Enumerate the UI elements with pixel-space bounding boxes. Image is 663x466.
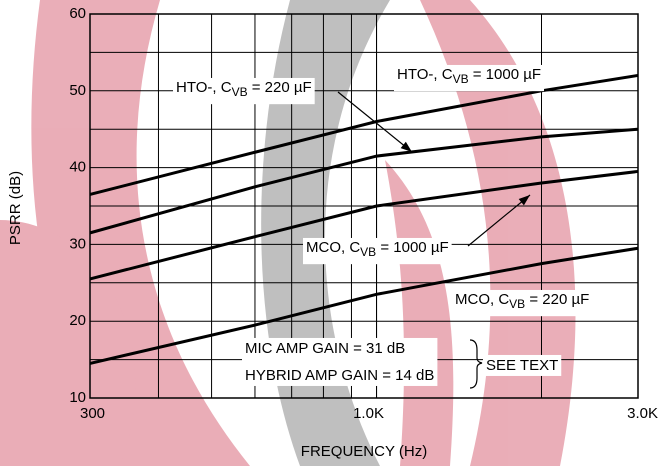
y-tick-label: 50 — [69, 82, 86, 99]
label-sub: VB — [360, 245, 376, 259]
y-tick-label: 60 — [69, 5, 86, 22]
label-text: MCO, C — [455, 291, 509, 308]
x-tick-label: 300 — [80, 405, 105, 422]
label-bg — [303, 237, 452, 265]
y-tick-label: 40 — [69, 159, 86, 176]
line — [89, 246, 639, 365]
note: HYBRID AMP GAIN = 14 dB — [245, 367, 434, 384]
y-tick-label: 10 — [69, 389, 86, 406]
series-label: HTO-, CVB = 220 µF — [176, 79, 312, 99]
label-rest: = 220 µF — [525, 291, 589, 308]
x-axis-label: FREQUENCY (Hz) — [301, 443, 427, 460]
label-bg — [483, 354, 562, 376]
arrow — [467, 194, 531, 247]
label-sub: VB — [509, 297, 525, 311]
series-label: HTO-, CVB = 1000 µF — [397, 66, 541, 86]
label-bg — [242, 337, 438, 386]
y-axis-label: PSRR (dB) — [7, 171, 24, 245]
brace — [469, 339, 483, 389]
x-tick-label: 3.0K — [627, 405, 658, 422]
line — [89, 73, 639, 196]
line — [89, 169, 639, 281]
label-text: HTO-, C — [176, 79, 232, 96]
y-tick-label: 30 — [69, 235, 86, 252]
label-rest: = 1000 µF — [376, 239, 448, 256]
label-rest: = 1000 µF — [469, 66, 541, 83]
arrow-head — [518, 195, 530, 206]
arrow — [337, 91, 413, 153]
arrow-head — [400, 141, 412, 152]
label-sub: VB — [453, 72, 469, 86]
series-label: MCO, CVB = 220 µF — [455, 291, 589, 311]
label-sub: VB — [232, 85, 248, 99]
y-tick-label: 20 — [69, 312, 86, 329]
label-bg — [452, 289, 593, 317]
note: MIC AMP GAIN = 31 dB — [245, 340, 405, 357]
line — [89, 127, 639, 235]
label-bg — [173, 77, 315, 105]
label-text: MCO, C — [306, 239, 360, 256]
label-text: HTO-, C — [397, 66, 453, 83]
label-bg — [394, 64, 545, 92]
series-label: MCO, CVB = 1000 µF — [306, 239, 449, 259]
note-ref: SEE TEXT — [486, 357, 558, 374]
x-tick-label: 1.0K — [353, 405, 384, 422]
label-rest: = 220 µF — [248, 79, 312, 96]
watermark — [0, 0, 576, 466]
